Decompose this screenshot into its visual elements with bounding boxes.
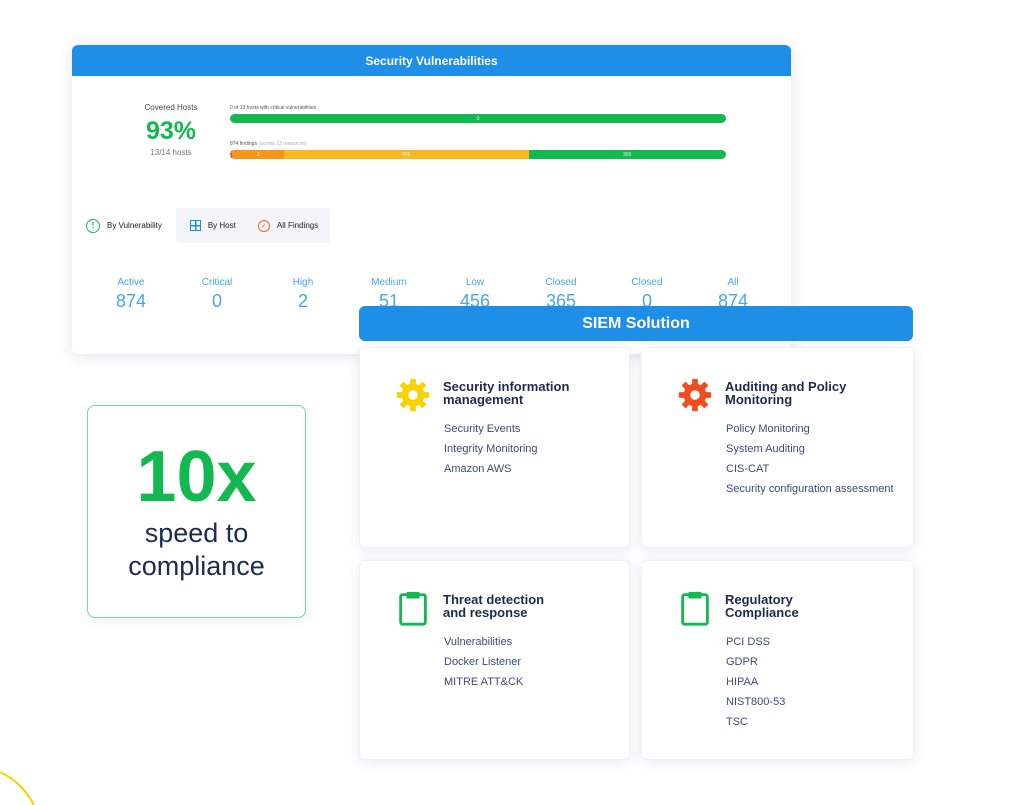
speed-multiplier: 10x [136, 437, 257, 518]
stat-label: Closed [545, 277, 577, 288]
tab-all-findings-label: All Findings [276, 221, 319, 230]
card-title-line2: management [443, 392, 524, 407]
list-item[interactable]: Docker Listener [444, 655, 522, 668]
severity-bar: 0 2 456 365 [230, 150, 726, 159]
stat-active[interactable]: Active 874 [88, 277, 174, 312]
stat-label: Medium [371, 277, 407, 288]
feature-list: Security Events Integrity Monitoring Ama… [444, 423, 624, 484]
critical-hosts-caption: 0 of 13 hosts with critical vulnerabilit… [230, 105, 317, 111]
stat-value: 0 [641, 291, 652, 311]
stat-high[interactable]: High 2 [260, 277, 346, 312]
severity-bar-segment: 0 [230, 150, 233, 159]
severity-bar-segment: 2 [232, 150, 285, 159]
tab-by-host[interactable]: By Host [189, 208, 236, 243]
card-title: Security information management [443, 380, 623, 406]
card-title-line1: Security information [443, 379, 570, 394]
stat-label: High [292, 277, 314, 288]
card-title-line2: Monitoring [725, 392, 793, 407]
stat-value: 0 [211, 291, 222, 311]
grid-icon [189, 220, 201, 231]
stat-critical[interactable]: Critical 0 [174, 277, 260, 312]
list-item[interactable]: GDPR [726, 655, 758, 668]
security-vulnerabilities-card: Security Vulnerabilities Covered Hosts 9… [72, 45, 791, 354]
list-item[interactable]: Amazon AWS [444, 462, 512, 475]
list-item[interactable]: CIS-CAT [726, 462, 770, 475]
card-title-line1: Threat detection [443, 592, 545, 607]
speed-text-line1: speed to [144, 518, 249, 549]
stat-closed-2[interactable]: Closed 0 [604, 277, 690, 312]
alert-circle-icon: ! [86, 218, 100, 233]
tab-group: By Host ✓ All Findings [175, 208, 331, 243]
gear-icon [396, 378, 430, 412]
gear-icon [678, 378, 712, 412]
view-tabs: ! By Vulnerability By Host ✓ All Finding… [86, 208, 331, 243]
severity-bar-segment: 365 [528, 150, 726, 159]
card-title-line2: and response [443, 605, 528, 620]
tab-by-host-label: By Host [207, 221, 236, 230]
findings-bars: 0 of 13 hosts with critical vulnerabilit… [230, 105, 726, 177]
tab-all-findings[interactable]: ✓ All Findings [257, 208, 319, 243]
list-item[interactable]: PCI DSS [726, 636, 771, 648]
stat-label: Closed [631, 277, 663, 288]
card-title-line1: Regulatory [725, 592, 793, 607]
findings-resources-label: (across 13 resources) [258, 141, 307, 147]
stat-value: 874 [115, 291, 147, 311]
card-title-line1: Auditing and Policy [725, 379, 847, 394]
stat-label: Active [117, 277, 145, 288]
card-title: Auditing and Policy Monitoring [725, 380, 905, 406]
findings-count-label: 874 findings [230, 141, 257, 147]
check-circle-icon: ✓ [257, 219, 270, 232]
stat-label: All [727, 277, 739, 288]
list-item[interactable]: HIPAA [726, 675, 759, 688]
list-item[interactable]: Security Events [444, 423, 521, 435]
list-item[interactable]: TSC [726, 715, 748, 728]
siem-header: SIEM Solution [359, 306, 913, 341]
card-title: Threat detection and response [443, 593, 623, 619]
speed-text-line2: compliance [128, 550, 265, 581]
list-item[interactable]: System Auditing [726, 442, 805, 455]
speed-text: speed to compliance [128, 517, 265, 582]
stat-label: Critical [201, 277, 233, 288]
list-item[interactable]: Vulnerabilities [444, 636, 513, 648]
list-item[interactable]: MITRE ATT&CK [444, 675, 524, 688]
decorative-curve [0, 771, 35, 805]
tab-by-vulnerability[interactable]: ! By Vulnerability [86, 208, 176, 243]
severity-bar-segment: 456 [284, 150, 529, 159]
stat-value: 2 [297, 291, 308, 311]
list-item[interactable]: Policy Monitoring [726, 423, 810, 435]
findings-caption: 874 findings (across 13 resources) [230, 141, 726, 149]
speed-to-compliance-box: 10x speed to compliance [87, 405, 306, 618]
siem-card-regulatory-compliance: Regulatory Compliance PCI DSS GDPR HIPAA… [641, 560, 914, 760]
siem-card-security-information: Security information management Security… [359, 347, 630, 548]
vulnerabilities-header: Security Vulnerabilities [72, 45, 791, 76]
card-title: Regulatory Compliance [725, 593, 905, 619]
covered-hosts-count: 13/14 hosts [150, 148, 192, 157]
feature-list: Vulnerabilities Docker Listener MITRE AT… [444, 636, 624, 697]
tab-by-vulnerability-label: By Vulnerability [107, 221, 162, 230]
covered-hosts-percent: 93% [145, 117, 197, 145]
feature-list: PCI DSS GDPR HIPAA NIST800-53 TSC [726, 636, 906, 736]
siem-card-auditing-policy: Auditing and Policy Monitoring Policy Mo… [641, 347, 914, 548]
covered-hosts: Covered Hosts 93% 13/14 hosts [128, 103, 214, 157]
stat-label: Low [465, 277, 485, 288]
critical-hosts-bar: 0 [230, 114, 726, 123]
clipboard-icon [681, 591, 709, 626]
clipboard-icon [399, 591, 427, 626]
critical-hosts-bar-fill: 0 [230, 114, 726, 123]
covered-hosts-label: Covered Hosts [144, 103, 198, 112]
siem-card-threat-detection: Threat detection and response Vulnerabil… [359, 560, 630, 760]
list-item[interactable]: Integrity Monitoring [444, 442, 538, 455]
list-item[interactable]: NIST800-53 [726, 695, 786, 708]
list-item[interactable]: Security configuration assessment [726, 482, 894, 495]
card-title-line2: Compliance [725, 605, 799, 620]
feature-list: Policy Monitoring System Auditing CIS-CA… [726, 423, 906, 504]
